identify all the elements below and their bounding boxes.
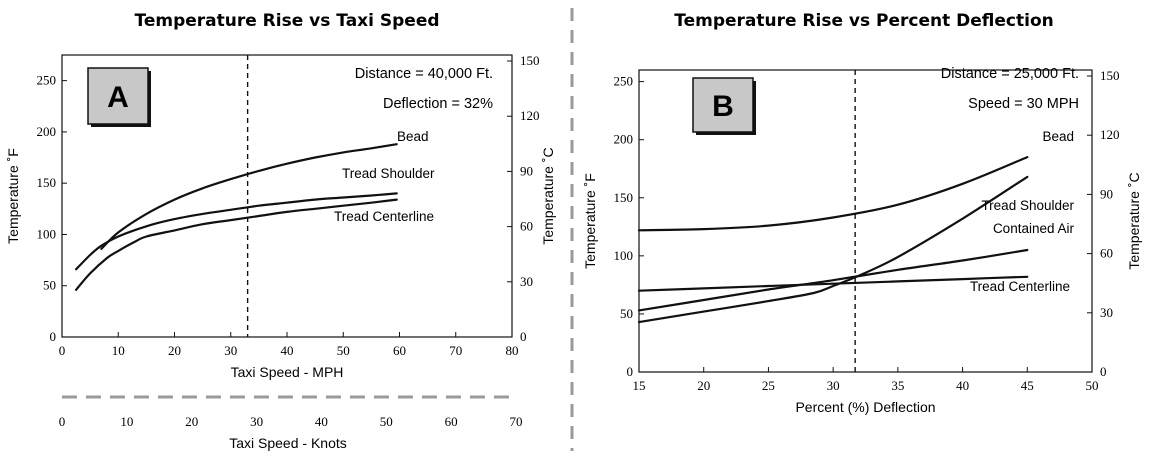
- x-axis-label: Percent (%) Deflection: [795, 399, 935, 415]
- y-tick-label: 100: [614, 248, 634, 263]
- series-label: Contained Air: [993, 221, 1075, 236]
- chart-title: Temperature Rise vs Taxi Speed: [134, 11, 439, 31]
- y-tick-label: 200: [614, 132, 634, 147]
- panel-letter-box: [87, 67, 149, 125]
- x2-tick-label: 20: [185, 414, 198, 429]
- y2-tick-label: 120: [520, 108, 540, 123]
- x2-tick-label: 30: [250, 414, 263, 429]
- series-label: Tread Shoulder: [981, 198, 1074, 213]
- series-label: Tread Centerline: [334, 209, 434, 224]
- y-tick-label: 250: [614, 74, 634, 89]
- chart-annotation: Speed = 30 MPH: [968, 96, 1079, 112]
- x2-tick-label: 50: [380, 414, 393, 429]
- y2-tick-label: 150: [520, 53, 540, 68]
- y2-tick-label: 90: [520, 163, 533, 178]
- x2-tick-label: 40: [315, 414, 328, 429]
- panel-letter-box: [692, 77, 754, 133]
- y2-tick-label: 120: [1100, 127, 1120, 142]
- y2-tick-label: 30: [1100, 305, 1113, 320]
- x-tick-label: 50: [337, 343, 350, 358]
- series-label: Tread Shoulder: [342, 166, 435, 181]
- x-tick-label: 0: [59, 343, 66, 358]
- y-tick-label: 0: [50, 329, 57, 344]
- y2-tick-label: 60: [1100, 246, 1113, 261]
- y2-tick-label: 30: [520, 274, 533, 289]
- y2-tick-label: 60: [520, 219, 533, 234]
- x-tick-label: 70: [449, 343, 462, 358]
- y-axis-label: Temperature ˚F: [582, 173, 598, 269]
- x2-tick-label: 70: [510, 414, 523, 429]
- x-tick-label: 80: [506, 343, 519, 358]
- y-tick-label: 250: [37, 73, 57, 88]
- y2-tick-label: 0: [1100, 364, 1107, 379]
- x2-tick-label: 10: [120, 414, 133, 429]
- x2-axis-label: Taxi Speed - Knots: [229, 435, 347, 451]
- series-label: Bead: [1042, 129, 1074, 144]
- x2-tick-label: 60: [445, 414, 458, 429]
- x-tick-label: 25: [762, 378, 775, 393]
- y2-tick-label: 150: [1100, 68, 1120, 83]
- y2-axis-label: Temperature ˚C: [540, 147, 556, 244]
- y2-axis-label: Temperature ˚C: [1126, 172, 1142, 269]
- chart-b: Temperature Rise vs Percent Deflection 15…: [582, 11, 1142, 415]
- y-tick-label: 200: [37, 124, 57, 139]
- x-tick-label: 20: [697, 378, 710, 393]
- chart-annotation: Distance = 40,000 Ft.: [355, 66, 493, 82]
- y-axis-label: Temperature ˚F: [5, 148, 21, 244]
- x-tick-label: 40: [281, 343, 294, 358]
- series-line-tread-shoulder: [637, 175, 1029, 324]
- chart-a: Temperature Rise vs Taxi Speed 0 10 20 30 40 5…: [5, 11, 556, 451]
- x-tick-label: 40: [956, 378, 969, 393]
- y-tick-label: 100: [37, 226, 57, 241]
- y2-tick-label: 90: [1100, 186, 1113, 201]
- chart-annotation: Deflection = 32%: [383, 96, 493, 112]
- x-axis-label: Taxi Speed - MPH: [231, 364, 344, 380]
- x-tick-label: 45: [1021, 378, 1034, 393]
- series-label: Tread Centerline: [970, 279, 1070, 294]
- y-tick-label: 150: [614, 190, 634, 205]
- series-line-tread-centerline: [75, 198, 398, 291]
- x-tick-label: 50: [1086, 378, 1099, 393]
- y-tick-label: 0: [627, 364, 634, 379]
- chart-title: Temperature Rise vs Percent Deflection: [674, 11, 1054, 31]
- series-line-bead: [637, 156, 1029, 232]
- y-tick-label: 50: [43, 278, 56, 293]
- x-tick-label: 15: [633, 378, 646, 393]
- x-tick-label: 10: [112, 343, 125, 358]
- x-tick-label: 30: [224, 343, 237, 358]
- series-line-bead: [100, 143, 398, 250]
- x-tick-label: 30: [827, 378, 840, 393]
- x2-tick-label: 0: [59, 414, 66, 429]
- panel-letter: A: [107, 81, 129, 114]
- x-tick-label: 20: [168, 343, 181, 358]
- series-line-contained-air: [637, 248, 1029, 312]
- x-tick-label: 35: [891, 378, 904, 393]
- x-tick-label: 60: [393, 343, 406, 358]
- plot-frame: [638, 69, 1093, 373]
- chart-annotation: Distance = 25,000 Ft.: [941, 66, 1079, 82]
- y2-tick-label: 0: [520, 329, 527, 344]
- series-line-tread-centerline: [637, 275, 1029, 292]
- panel-letter: B: [712, 90, 734, 123]
- series-label: Bead: [397, 129, 429, 144]
- y-tick-label: 50: [620, 306, 633, 321]
- series-line-tread-shoulder: [75, 192, 398, 271]
- y-tick-label: 150: [37, 175, 57, 190]
